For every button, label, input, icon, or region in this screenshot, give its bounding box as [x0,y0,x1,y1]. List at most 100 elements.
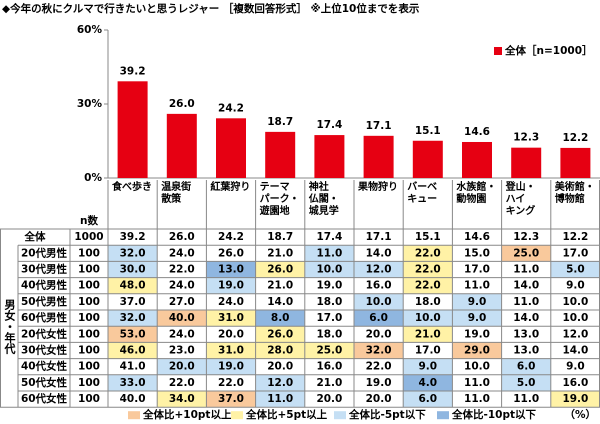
cell-highlight [157,391,207,408]
cell-value: 22.0 [169,264,195,276]
legend-swatch [334,411,346,420]
cell-value: 20.0 [366,393,392,405]
cell-highlight [206,342,256,359]
x-tick-label: 登山・ ハイ キング [505,182,536,217]
row-label: 30代女性 [21,344,68,357]
x-tick-label: 紅葉狩り [210,182,251,193]
cell-highlight [452,310,502,327]
row-n: 100 [78,280,100,292]
cell-value: 20.0 [267,361,293,373]
cell-highlight [403,374,453,391]
cell-highlight [304,261,354,278]
row-label: 50代女性 [21,376,68,389]
cell-value: 32.0 [366,345,392,357]
cell-value: 9.0 [468,312,487,324]
cell-value: 19.0 [316,280,342,292]
chart-title: ◆今年の秋にクルマで行きたいと思うレジャー ［複数回答形式］ ※上位10位までを… [2,2,420,15]
cell-highlight [403,310,453,327]
unit-label: （%） [564,408,596,421]
row-label: 40代男性 [21,279,68,292]
cell-highlight [403,245,453,262]
cell-value: 17.0 [562,247,588,259]
cell-value: 24.0 [169,280,195,292]
legend-swatch [494,47,502,55]
cell-value: 5.0 [517,377,536,389]
legend-label: 全体［n=1000］ [504,44,593,57]
cell-value: 11.0 [464,393,490,405]
cell-value: 11.0 [316,247,342,259]
cell-value: 14.0 [267,296,293,308]
cell-value: 18.0 [316,328,342,340]
cell-highlight [108,326,158,343]
y-tick-label: 0% [84,172,102,184]
cell-value: 6.0 [369,312,388,324]
cell-value: 8.0 [271,312,290,324]
bar [314,135,345,178]
legend-swatch [437,411,449,420]
cell-highlight [255,310,305,327]
x-tick-label: 美術館・ 博物館 [554,182,595,205]
cell-highlight [501,358,551,375]
cell-value: 16.0 [316,361,342,373]
cell-highlight [255,374,305,391]
row-n: 100 [78,328,100,340]
cell-value: 24.0 [169,247,195,259]
x-tick-label: 温泉街 散策 [161,182,192,205]
bar [265,131,296,178]
x-tick-label: 果物狩り [358,182,398,193]
cell-value: 26.0 [267,264,293,276]
row-n: 100 [78,377,100,389]
cell-highlight [108,261,158,278]
legend-label: 全体比+5pt以上 [245,408,328,421]
bar [216,118,246,178]
cell-highlight [206,391,256,408]
cell-value: 24.0 [218,296,244,308]
cell-value: 9.0 [566,280,585,292]
row-label: 全体 [24,230,46,243]
cell-highlight [206,310,256,327]
cell-value: 32.0 [120,312,146,324]
bar [412,140,443,178]
cell-value: 9.0 [468,296,487,308]
cell-value: 39.2 [120,231,146,243]
cell-value: 14.0 [513,280,539,292]
cell-value: 12.2 [562,231,588,243]
cell-highlight [354,342,404,359]
cell-value: 21.0 [267,247,293,259]
cell-value: 11.0 [267,393,293,405]
cell-value: 10.0 [562,296,588,308]
value-label: 39.2 [120,65,146,77]
value-label: 12.3 [513,132,539,144]
cell-value: 24.2 [218,231,244,243]
bar [560,147,591,178]
cell-highlight [403,391,453,408]
cell-value: 28.0 [267,345,293,357]
cell-value: 12.0 [267,377,293,389]
cell-value: 26.0 [218,247,244,259]
legend-label: 全体比-5pt以下 [348,408,426,421]
value-label: 15.1 [415,125,441,137]
cell-value: 17.0 [464,264,490,276]
cell-highlight [452,342,502,359]
cell-highlight [501,245,551,262]
cell-value: 33.0 [120,377,146,389]
value-label: 17.1 [366,120,392,132]
x-tick-label: 神社 仏閣・ 城見学 [308,182,339,217]
row-label: 60代女性 [21,392,68,405]
cell-value: 14.0 [562,345,588,357]
cell-highlight [255,342,305,359]
cell-value: 18.0 [415,296,441,308]
cell-value: 17.1 [366,231,392,243]
cell-value: 13.0 [218,264,244,276]
x-tick-label: 食べ歩き [112,182,152,193]
cell-highlight [108,277,158,294]
legend-label: 全体比+10pt以上 [142,408,232,421]
row-label: 60代男性 [21,311,68,324]
cell-highlight [501,374,551,391]
row-n: 100 [78,393,100,405]
cell-value: 6.0 [418,393,437,405]
y-tick-label: 60% [77,24,103,36]
cell-value: 11.0 [513,296,539,308]
legend-label: 全体比-10pt以下 [451,408,537,421]
